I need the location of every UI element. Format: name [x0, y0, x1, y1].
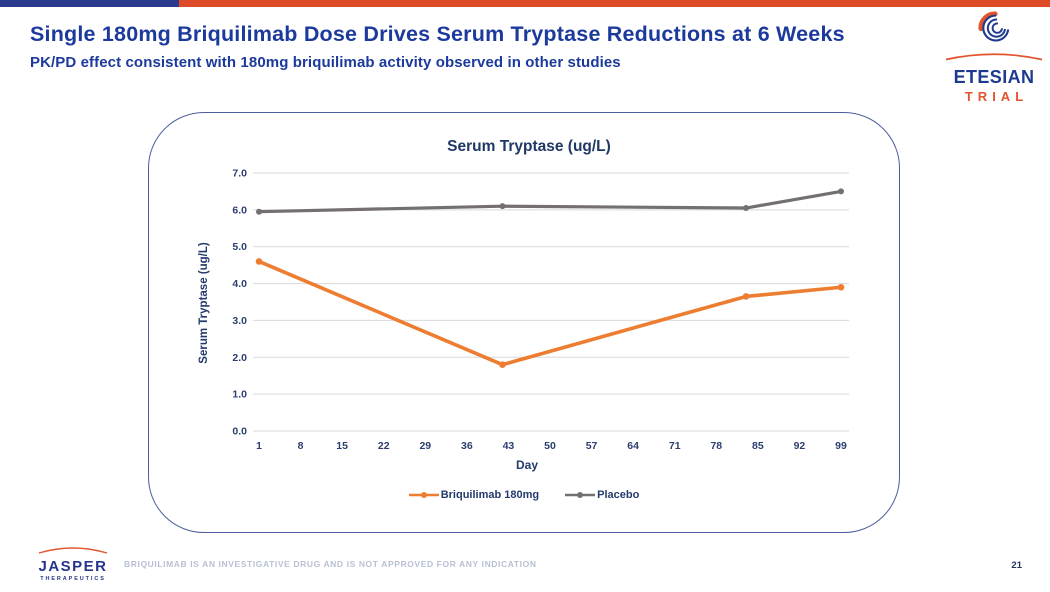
- x-tick-label: 1: [256, 440, 262, 452]
- y-tick-label: 4.0: [232, 278, 247, 290]
- etesian-trial-logo: ETESIAN TRIAL: [942, 8, 1046, 104]
- x-tick-label: 57: [586, 440, 598, 452]
- y-tick-label: 1.0: [232, 389, 247, 401]
- x-tick-label: 8: [298, 440, 304, 452]
- data-point-marker: [255, 258, 263, 265]
- legend-marker-icon: [565, 492, 596, 498]
- y-tick-label: 5.0: [232, 241, 247, 253]
- slide-header: Single 180mg Briquilimab Dose Drives Ser…: [30, 22, 890, 71]
- x-tick-label: 92: [794, 440, 806, 452]
- top-accent-bar: [0, 0, 1050, 7]
- x-tick-label: 43: [503, 440, 515, 452]
- legend-marker-icon: [408, 492, 439, 498]
- etesian-logo-name: ETESIAN: [953, 67, 1035, 87]
- y-tick-label: 3.0: [232, 315, 247, 327]
- x-tick-label: 78: [710, 440, 722, 452]
- jasper-logo-name: JASPER: [38, 558, 108, 575]
- slide-subtitle: PK/PD effect consistent with 180mg briqu…: [30, 53, 621, 71]
- wave-spiral-icon: [942, 8, 1046, 48]
- data-point-marker: [742, 205, 749, 212]
- x-tick-label: 71: [669, 440, 681, 452]
- x-tick-label: 36: [461, 440, 473, 452]
- jasper-logo-sub: THERAPEUTICS: [40, 576, 106, 582]
- y-tick-label: 2.0: [232, 352, 247, 364]
- legend-label: Briquilimab 180mg: [440, 489, 540, 501]
- slide-title: Single 180mg Briquilimab Dose Drives Ser…: [30, 22, 845, 46]
- x-tick-label: 99: [835, 440, 847, 452]
- chart-card: 0.0 1.0 2.0 3.0 4.0 5.0 6.0 7.0 1 8 15 22 29 36 43 50 57…: [148, 112, 900, 533]
- etesian-logo-trial: TRIAL: [964, 89, 1029, 104]
- legend-item-briquilimab-180mg: Briquilimab 180mg: [408, 489, 540, 501]
- y-tick-label: 7.0: [232, 168, 247, 180]
- etesian-arc-icon: [945, 53, 1043, 61]
- jasper-arc-icon: [38, 547, 108, 554]
- data-point-marker: [742, 293, 750, 300]
- chart-title: Serum Tryptase (ug/L): [447, 138, 611, 155]
- top-accent-bar-orange-segment: [178, 0, 1050, 7]
- y-tick-label: 6.0: [232, 204, 247, 216]
- x-tick-label: 15: [336, 440, 348, 452]
- x-tick-label: 85: [752, 440, 764, 452]
- page-number: 21: [1011, 560, 1022, 571]
- x-tick-label: 29: [419, 440, 431, 452]
- serum-tryptase-line-chart: 0.0 1.0 2.0 3.0 4.0 5.0 6.0 7.0 1 8 15 22 29 36 43 50 57…: [198, 138, 849, 472]
- y-axis-label: Serum Tryptase (ug/L): [198, 242, 210, 364]
- data-point-marker: [499, 203, 506, 210]
- x-tick-label: 50: [544, 440, 556, 452]
- series-line-briquilimab-180mg: [257, 259, 843, 367]
- data-point-marker: [499, 361, 506, 368]
- x-axis-label: Day: [516, 458, 538, 472]
- legend-label: Placebo: [597, 489, 640, 501]
- chart-legend: Briquilimab 180mg Placebo: [149, 489, 899, 501]
- x-tick-label: 22: [378, 440, 390, 452]
- y-tick-label: 0.0: [232, 426, 247, 438]
- legend-item-placebo: Placebo: [565, 489, 639, 501]
- x-tick-label: 64: [627, 440, 639, 452]
- top-accent-bar-blue-segment: [0, 0, 179, 7]
- footer-disclaimer: BRIQUILIMAB IS AN INVESTIGATIVE DRUG AND…: [124, 559, 537, 569]
- data-point-marker: [256, 208, 262, 215]
- data-point-marker: [838, 188, 844, 195]
- series-line-placebo: [257, 189, 843, 214]
- data-point-marker: [837, 283, 845, 291]
- jasper-therapeutics-logo: JASPER THERAPEUTICS: [35, 541, 111, 582]
